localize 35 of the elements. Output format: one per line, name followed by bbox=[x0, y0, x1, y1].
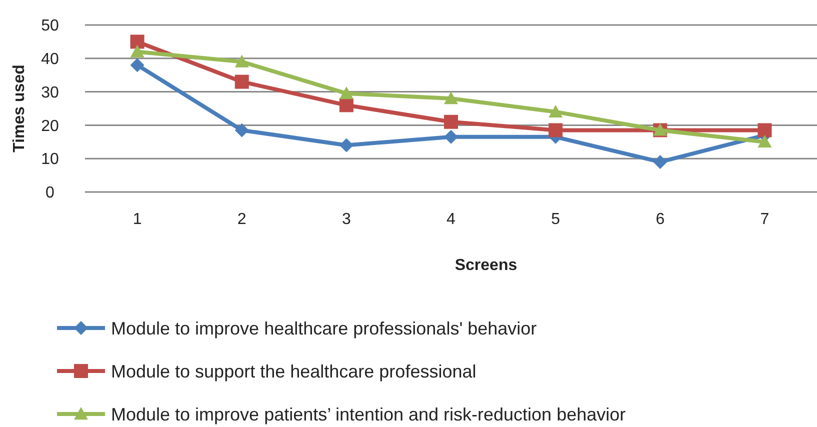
y-tick-label: 50 bbox=[41, 18, 59, 35]
y-axis-title: Times used bbox=[11, 64, 28, 152]
legend-label: Module to improve patients’ intention and risk-reduction behavior bbox=[111, 404, 626, 424]
x-tick-label: 3 bbox=[342, 211, 351, 228]
x-tick-label: 7 bbox=[760, 211, 770, 228]
x-tick-label: 6 bbox=[656, 211, 665, 228]
point bbox=[548, 123, 563, 138]
legend-label: Module to improve healthcare professionals' behavior bbox=[111, 318, 537, 338]
point bbox=[548, 104, 563, 118]
x-tick-label: 2 bbox=[237, 211, 246, 228]
y-tick-label: 40 bbox=[41, 51, 59, 68]
point bbox=[444, 91, 458, 104]
point bbox=[234, 54, 249, 68]
y-tick-label: 20 bbox=[41, 118, 59, 135]
y-tick-label: 0 bbox=[46, 184, 55, 202]
point bbox=[653, 154, 668, 169]
x-axis-title: Screens bbox=[454, 257, 518, 274]
point bbox=[130, 44, 144, 58]
point bbox=[339, 98, 354, 112]
point bbox=[758, 134, 772, 148]
point bbox=[444, 130, 458, 144]
y-tick-label: 30 bbox=[41, 84, 59, 102]
point bbox=[758, 123, 772, 138]
x-tick-label: 1 bbox=[132, 211, 142, 228]
point bbox=[234, 74, 249, 89]
point bbox=[339, 138, 354, 152]
point bbox=[339, 86, 354, 100]
y-tick-label: 10 bbox=[41, 151, 59, 168]
point bbox=[444, 114, 458, 129]
legend-label: Module to support the healthcare professional bbox=[111, 361, 476, 382]
point bbox=[234, 123, 249, 138]
point bbox=[130, 34, 144, 49]
x-tick-label: 4 bbox=[446, 211, 456, 228]
x-tick-label: 5 bbox=[551, 211, 560, 228]
point bbox=[130, 58, 144, 72]
